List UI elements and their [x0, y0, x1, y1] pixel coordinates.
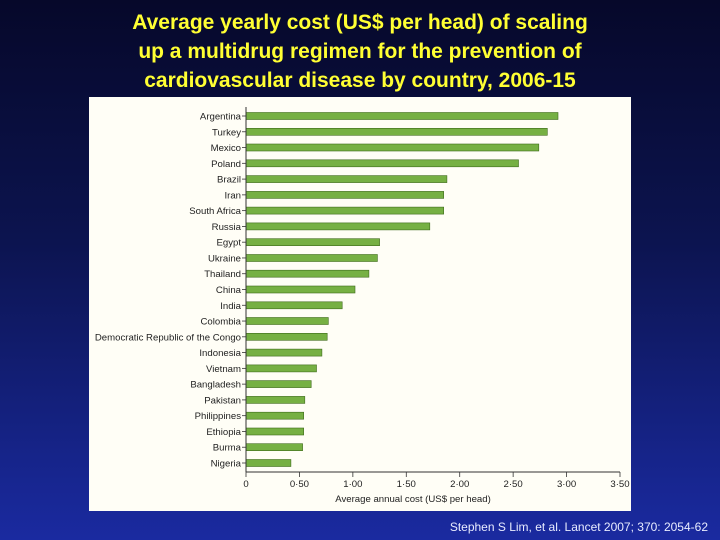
bar	[245, 285, 356, 294]
category-label: Philippines	[195, 411, 242, 422]
x-axis: 0 0·50 1·00 1·50 2·00 2·50 3·00 3·50	[242, 107, 630, 490]
bar	[245, 301, 343, 310]
slide-title: Average yearly cost (US$ per head) of sc…	[0, 8, 720, 95]
bar	[245, 380, 312, 388]
category-label: India	[220, 301, 241, 312]
x-tick-label: 2·50	[504, 479, 523, 490]
bar	[245, 206, 444, 215]
category-label: Mexico	[211, 143, 241, 154]
category-label: Colombia	[200, 317, 241, 328]
x-tick-label: 1·00	[343, 479, 362, 490]
category-label: Egypt	[216, 238, 241, 249]
bar	[245, 222, 431, 231]
category-label: Turkey	[212, 127, 241, 138]
category-labels: Argentina Turkey Mexico Poland Brazil Iran Sou…	[95, 112, 242, 470]
bar	[245, 364, 317, 373]
category-label: Bangladesh	[190, 380, 241, 391]
x-axis-title: Average annual cost (US$ per head)	[335, 494, 491, 505]
category-label: Vietnam	[206, 364, 241, 375]
bar-chart: Argentina Turkey Mexico Poland Brazil Iran Sou…	[95, 107, 630, 505]
x-tick-label: 3·50	[610, 479, 629, 490]
bar	[245, 127, 548, 136]
category-label: Thailand	[204, 269, 241, 280]
bar	[245, 238, 380, 246]
category-label: Pakistan	[204, 395, 241, 406]
bar	[245, 396, 306, 404]
category-label: Iran	[224, 190, 241, 201]
x-tick-label: 0·50	[290, 479, 309, 490]
bars-layer	[245, 112, 559, 467]
bar	[245, 348, 323, 357]
title-line-1: Average yearly cost (US$ per head) of sc…	[132, 11, 588, 34]
category-label: Russia	[212, 222, 242, 233]
category-label: Argentina	[200, 112, 242, 123]
bar	[245, 443, 303, 452]
category-label: Nigeria	[211, 459, 242, 470]
category-label: Poland	[211, 159, 241, 170]
bar	[245, 459, 292, 467]
bar	[245, 333, 328, 341]
title-line-2: up a multidrug regimen for the preventio…	[138, 40, 582, 63]
category-label: Democratic Republic of the Congo	[95, 332, 241, 343]
bar	[245, 191, 444, 199]
category-label: Indonesia	[199, 348, 241, 359]
bar	[245, 427, 305, 436]
category-label: Ukraine	[208, 254, 241, 265]
bar	[245, 175, 448, 183]
x-tick-label: 2·00	[450, 479, 469, 490]
bar	[245, 112, 559, 120]
bar	[245, 411, 305, 420]
bar	[245, 254, 378, 262]
category-label: Brazil	[217, 175, 241, 186]
title-line-3: cardiovascular disease by country, 2006-…	[144, 69, 576, 92]
bar	[245, 317, 329, 325]
x-tick-label: 3·00	[557, 479, 576, 490]
chart-panel: Argentina Turkey Mexico Poland Brazil Iran Sou…	[89, 97, 631, 511]
category-label: South Africa	[189, 206, 241, 217]
category-label: Burma	[213, 443, 242, 454]
bar	[245, 269, 370, 278]
category-label: China	[216, 285, 242, 296]
x-tick-label: 1·50	[397, 479, 416, 490]
bar	[245, 159, 519, 168]
category-label: Ethiopia	[206, 427, 241, 438]
x-tick-label: 0	[243, 479, 248, 490]
bar	[245, 143, 540, 152]
citation: Stephen S Lim, et al. Lancet 2007; 370: …	[449, 520, 708, 534]
